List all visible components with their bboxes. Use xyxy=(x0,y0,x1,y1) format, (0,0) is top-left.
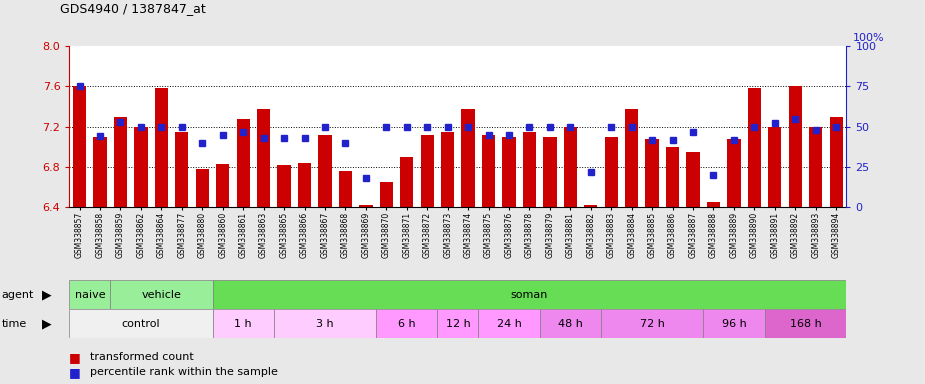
Text: control: control xyxy=(121,318,160,329)
Bar xyxy=(605,137,618,207)
Bar xyxy=(114,117,127,207)
Bar xyxy=(707,202,720,207)
Text: 100%: 100% xyxy=(854,33,885,43)
Bar xyxy=(727,139,741,207)
Bar xyxy=(765,309,846,338)
Bar xyxy=(213,280,846,309)
Bar xyxy=(703,309,765,338)
Bar xyxy=(768,127,782,207)
Bar xyxy=(257,109,270,207)
Text: ▶: ▶ xyxy=(42,288,51,301)
Bar xyxy=(93,137,106,207)
Bar xyxy=(625,109,638,207)
Bar xyxy=(175,132,189,207)
Bar xyxy=(216,164,229,207)
Text: 12 h: 12 h xyxy=(446,318,470,329)
Bar xyxy=(585,205,598,207)
Bar xyxy=(441,132,454,207)
Bar xyxy=(421,135,434,207)
Text: ■: ■ xyxy=(69,351,81,364)
Bar xyxy=(154,88,168,207)
Bar xyxy=(339,171,352,207)
Text: ■: ■ xyxy=(69,366,81,379)
Bar xyxy=(462,109,475,207)
Text: time: time xyxy=(2,318,27,329)
Text: soman: soman xyxy=(511,290,549,300)
Text: 48 h: 48 h xyxy=(558,318,583,329)
Bar xyxy=(809,127,822,207)
Bar xyxy=(830,117,843,207)
Bar xyxy=(789,86,802,207)
Bar xyxy=(523,132,536,207)
Bar xyxy=(376,309,438,338)
Text: 3 h: 3 h xyxy=(316,318,334,329)
Bar xyxy=(298,163,311,207)
Bar xyxy=(278,165,290,207)
Bar xyxy=(438,309,478,338)
Text: 6 h: 6 h xyxy=(398,318,415,329)
Text: transformed count: transformed count xyxy=(90,352,193,362)
Text: 96 h: 96 h xyxy=(722,318,746,329)
Bar xyxy=(478,309,539,338)
Bar xyxy=(69,309,213,338)
Bar xyxy=(666,147,679,207)
Bar xyxy=(482,135,495,207)
Bar xyxy=(359,205,373,207)
Bar xyxy=(379,182,393,207)
Bar xyxy=(646,139,659,207)
Bar xyxy=(195,169,209,207)
Bar xyxy=(401,157,413,207)
Text: 24 h: 24 h xyxy=(497,318,522,329)
Bar xyxy=(539,309,601,338)
Text: ▶: ▶ xyxy=(42,317,51,330)
Bar xyxy=(73,86,86,207)
Bar xyxy=(686,152,699,207)
Bar xyxy=(69,280,110,309)
Bar xyxy=(110,280,213,309)
Text: 72 h: 72 h xyxy=(640,318,664,329)
Text: 1 h: 1 h xyxy=(234,318,252,329)
Bar xyxy=(502,137,515,207)
Bar xyxy=(318,135,331,207)
Bar xyxy=(543,137,557,207)
Text: 168 h: 168 h xyxy=(790,318,821,329)
Bar xyxy=(747,88,761,207)
Bar xyxy=(134,127,148,207)
Bar xyxy=(213,309,274,338)
Bar xyxy=(274,309,376,338)
Text: naive: naive xyxy=(75,290,105,300)
Text: agent: agent xyxy=(2,290,34,300)
Text: GDS4940 / 1387847_at: GDS4940 / 1387847_at xyxy=(60,2,206,15)
Text: vehicle: vehicle xyxy=(142,290,181,300)
Bar xyxy=(601,309,703,338)
Text: percentile rank within the sample: percentile rank within the sample xyxy=(90,367,278,377)
Bar xyxy=(563,127,577,207)
Bar xyxy=(237,119,250,207)
